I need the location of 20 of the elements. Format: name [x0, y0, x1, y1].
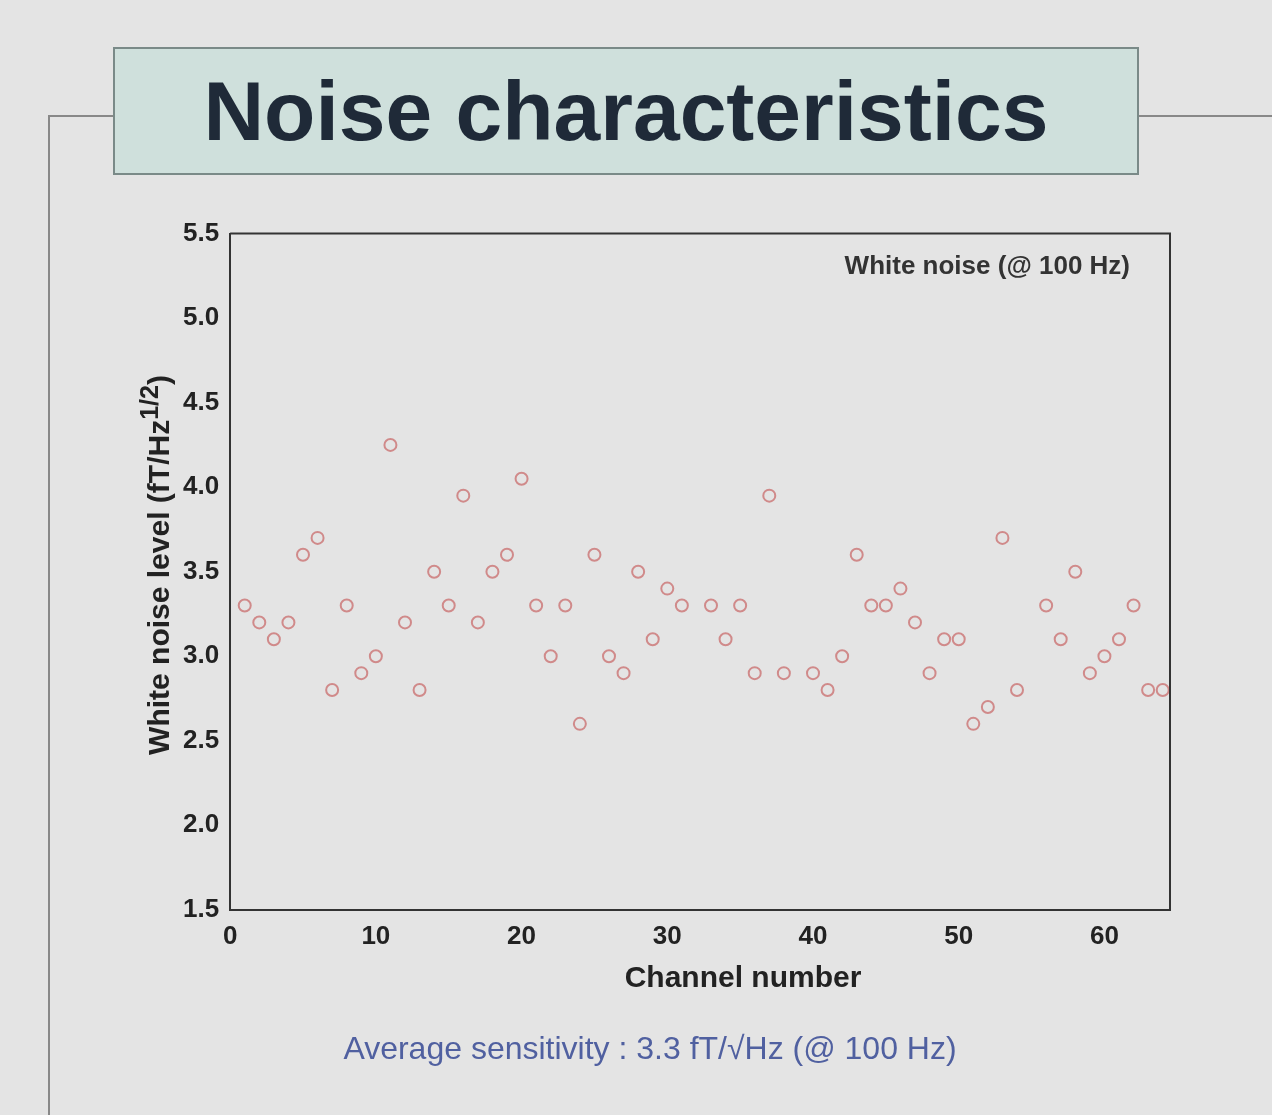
x-tick-label: 50: [944, 919, 974, 950]
x-tick-label: 0: [222, 919, 238, 950]
x-tick-label: 40: [798, 919, 828, 950]
y-tick-label: 3.5: [182, 554, 220, 585]
y-tick-label: 2.5: [182, 723, 220, 754]
y-tick-label: 4.5: [182, 385, 220, 416]
y-tick-label: 3.0: [182, 639, 220, 670]
x-tick-label: 60: [1089, 919, 1119, 950]
x-tick-label: 20: [507, 919, 537, 950]
annotation: White noise (@ 100 Hz): [844, 249, 1130, 280]
x-tick-label: 30: [652, 919, 682, 950]
y-tick-label: 1.5: [182, 892, 220, 923]
text: Average sensitivity : 3.3 fT/√Hz (@ 100 Hz): [343, 1030, 957, 1067]
y-tick-label: 5.0: [182, 301, 220, 332]
x-tick-label: 10: [361, 919, 391, 950]
chart-title: Noise characteristics: [113, 47, 1139, 175]
y-tick-label: 2.0: [182, 808, 220, 839]
y-tick-label: 4.0: [182, 470, 220, 501]
x-axis-title: Channel number: [624, 960, 862, 994]
y-tick-label: 5.5: [182, 216, 220, 247]
